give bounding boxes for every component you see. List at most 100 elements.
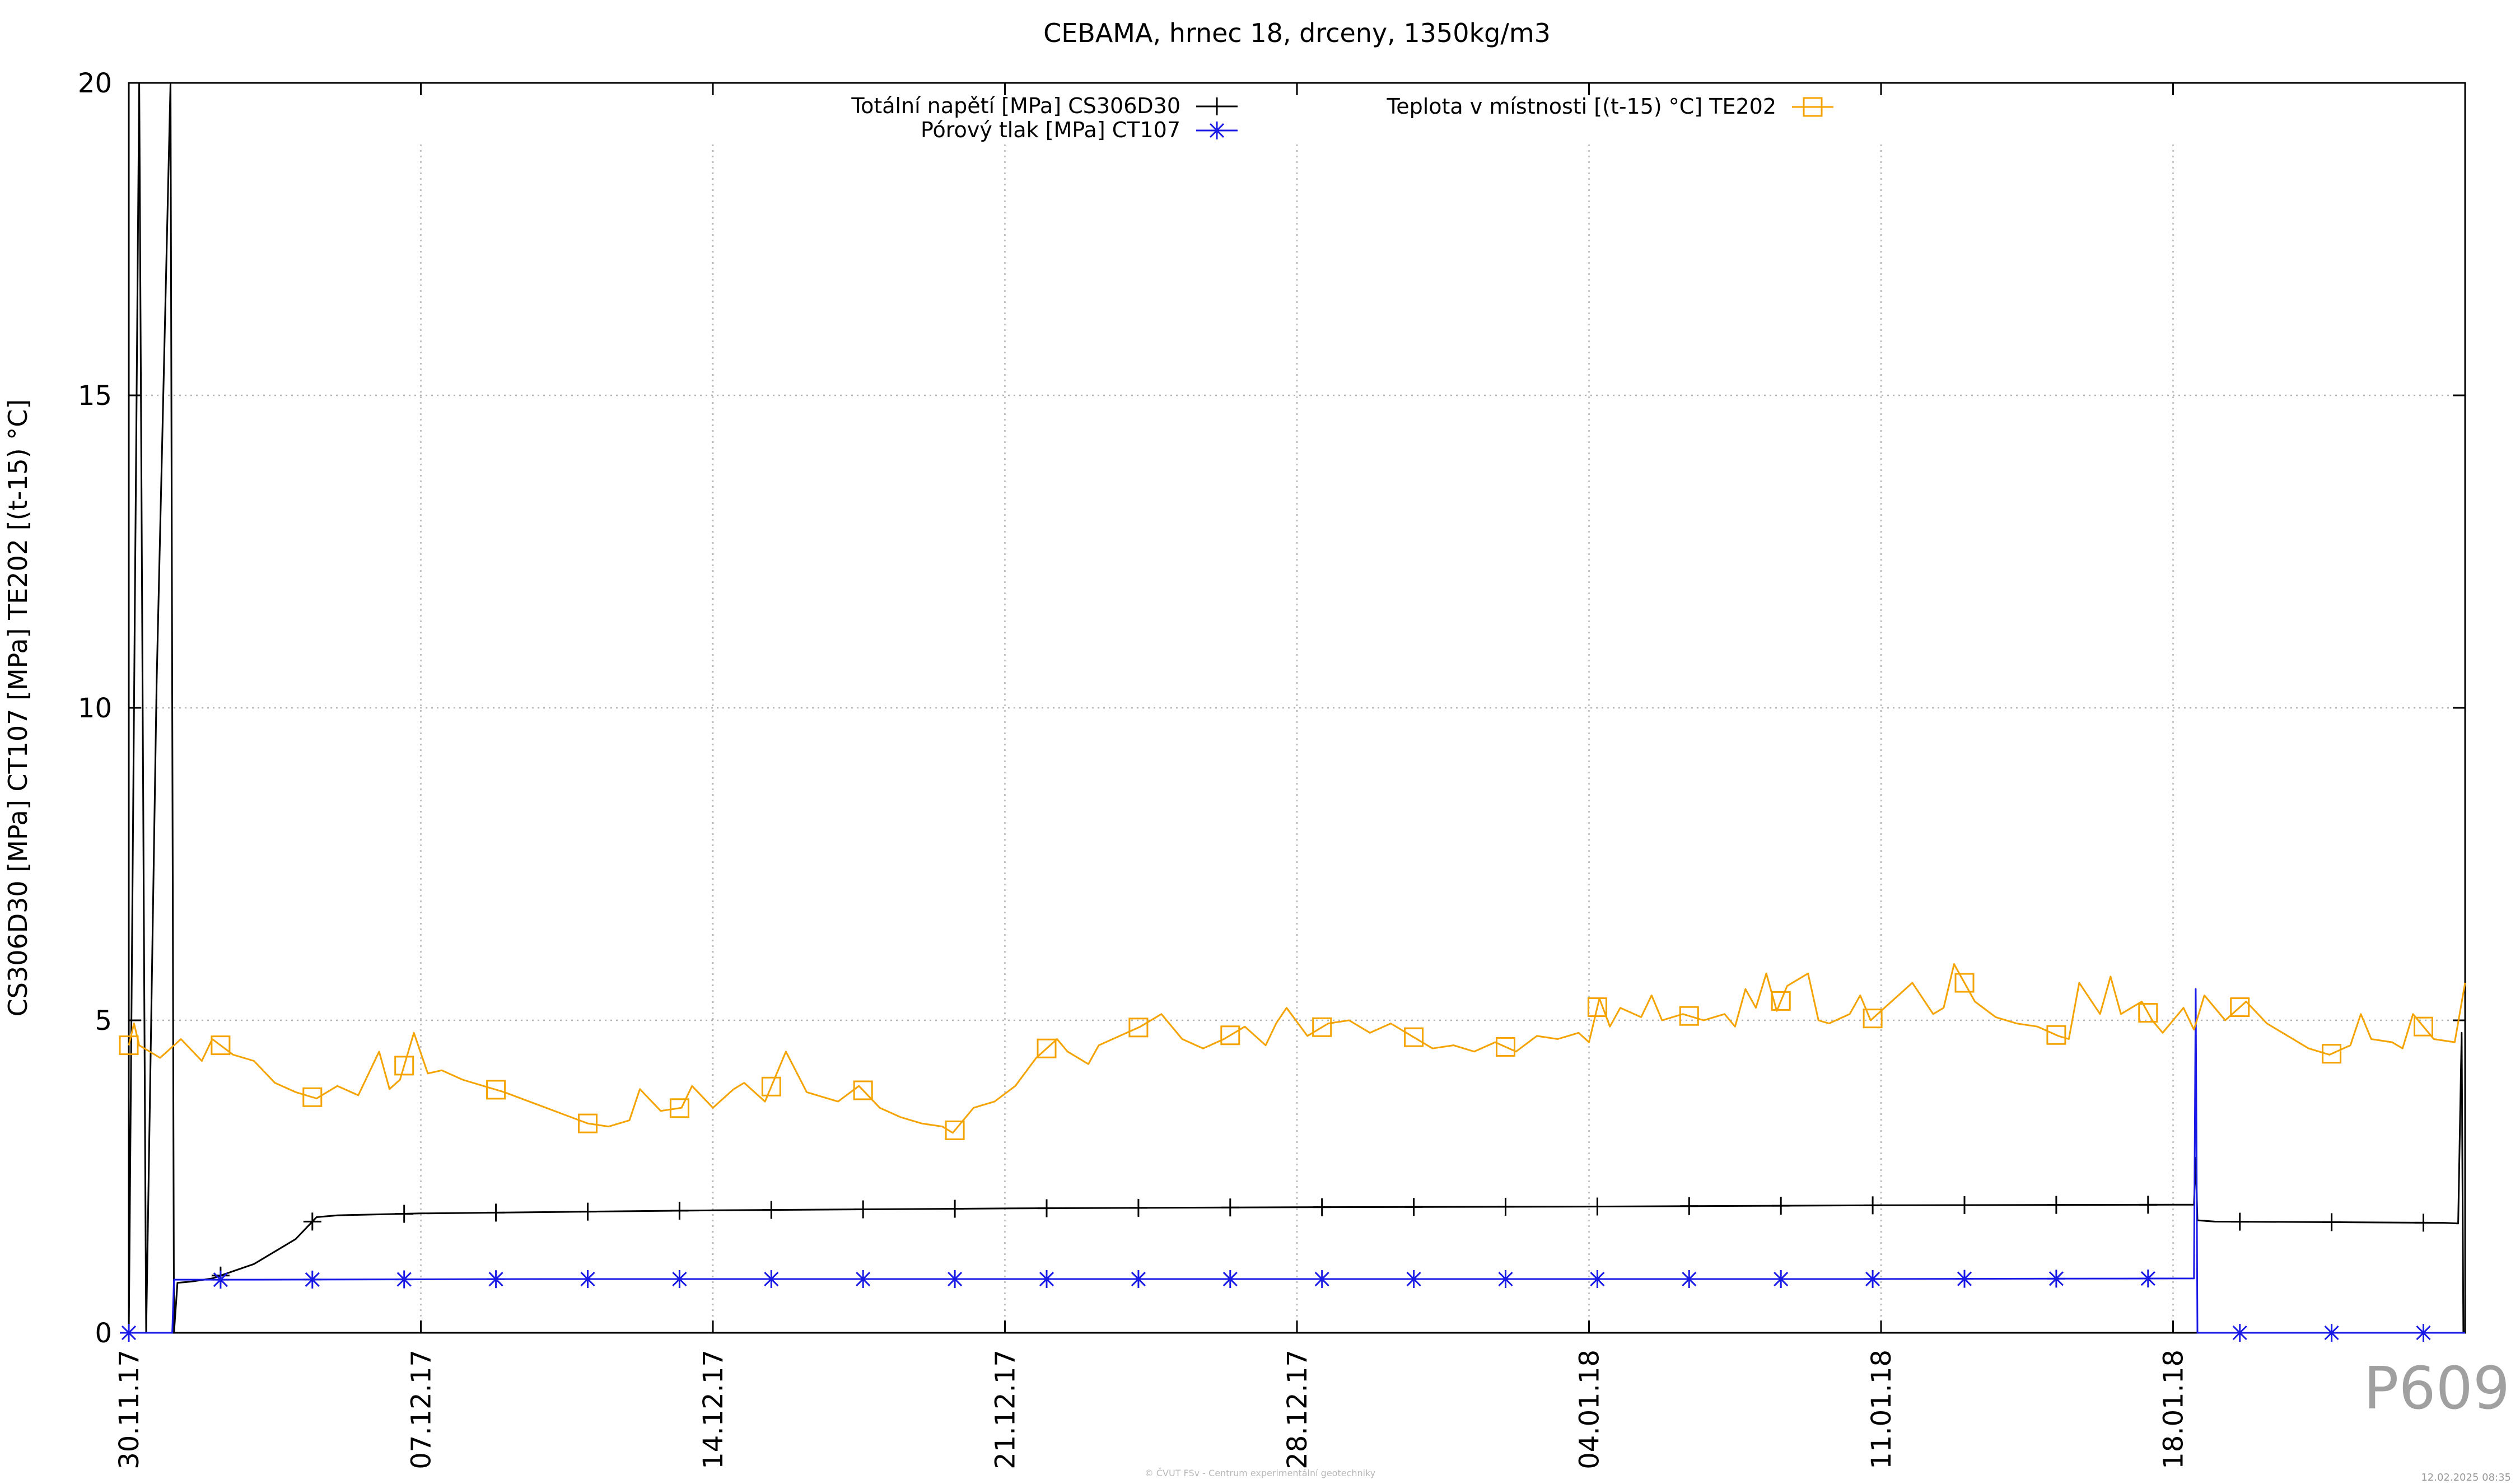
series-marker (1680, 1270, 1698, 1289)
marker-stroke (1954, 973, 1975, 993)
series-marker (1129, 1198, 1147, 1217)
y-tick-label: 10 (78, 693, 112, 724)
series-marker (670, 1201, 689, 1220)
series-marker (2047, 1270, 2065, 1288)
marker-stroke (1771, 991, 1791, 1011)
marker-stroke (1220, 1025, 1240, 1046)
series-marker (2322, 1044, 2342, 1064)
series-line (128, 82, 2465, 1334)
marker-stroke (761, 1076, 781, 1096)
x-tick-label: 30.11.17 (114, 1350, 145, 1469)
series-line (129, 988, 2465, 1334)
series-marker (395, 1270, 413, 1289)
marker-stroke (2048, 1271, 2064, 1286)
footer-credit: © ČVUT FSv - Centrum experimentální geot… (1144, 1468, 1376, 1478)
series-marker (1956, 1270, 1973, 1288)
marker-stroke (1863, 1009, 1883, 1029)
marker-stroke (1679, 1006, 1699, 1026)
series-line (128, 963, 2466, 1134)
marker-stroke (394, 1056, 414, 1076)
y-tick-label: 5 (95, 1005, 112, 1037)
series-marker (487, 1203, 505, 1222)
series-marker (2046, 1025, 2066, 1045)
marker-stroke (396, 1272, 412, 1287)
marker-stroke (1131, 1271, 1146, 1287)
marker-stroke (211, 1035, 231, 1056)
series-marker (1679, 1006, 1699, 1026)
chart-title: CEBAMA, hrnec 18, drceny, 1350kg/m3 (1043, 18, 1551, 48)
marker-stroke (2414, 1016, 2433, 1037)
marker-stroke (2322, 1044, 2342, 1064)
series-marker (946, 1200, 964, 1218)
marker-stroke (2140, 1271, 2155, 1286)
marker-stroke (945, 1120, 965, 1140)
marker-stroke (488, 1272, 503, 1287)
series-marker (2139, 1196, 2157, 1214)
x-tick-label: 07.12.17 (406, 1350, 437, 1469)
series-marker (2230, 997, 2250, 1018)
series-marker (1404, 1027, 1424, 1047)
series-0 (120, 82, 2465, 1342)
series-marker (394, 1056, 414, 1076)
marker-stroke (1312, 1017, 1332, 1037)
series-marker (2047, 1196, 2065, 1214)
marker-stroke (1222, 1271, 1238, 1287)
series-marker (211, 1035, 231, 1056)
series-marker (1588, 1197, 1607, 1216)
legend-label: Teplota v místnosti [(t-15) °C] TE202 (1386, 94, 1776, 119)
series-marker (578, 1202, 597, 1221)
series-marker (1587, 997, 1607, 1018)
marker-stroke (764, 1271, 779, 1287)
series-marker (487, 1270, 505, 1289)
series-marker (1038, 1199, 1056, 1217)
legend-label: Totální napětí [MPa] CS306D30 (851, 94, 1180, 118)
series-2 (119, 963, 2466, 1140)
y-axis-label: CS306D30 [MPa] CT107 [MPa] TE202 [(t-15)… (3, 399, 33, 1017)
series-marker (1038, 1270, 1056, 1289)
grid (128, 144, 2465, 1333)
series-marker (2414, 1324, 2433, 1342)
series-marker (1772, 1197, 1790, 1215)
series-marker (670, 1270, 689, 1289)
x-tick-label: 21.12.17 (990, 1350, 1021, 1469)
y-tick-label: 0 (95, 1318, 112, 1349)
footer-timestamp: 12.02.2025 08:35 (2421, 1472, 2511, 1483)
marker-stroke (1590, 1271, 1605, 1287)
marker-stroke (1496, 1037, 1515, 1057)
marker-stroke (1404, 1027, 1424, 1047)
marker-stroke (1314, 1271, 1329, 1287)
series-marker (578, 1270, 597, 1289)
series-marker (120, 1324, 138, 1342)
marker-stroke (1498, 1271, 1513, 1287)
series-marker (1221, 1198, 1239, 1217)
marker-stroke (2416, 1325, 2431, 1341)
series-marker (2322, 1213, 2341, 1231)
series-marker (762, 1201, 781, 1219)
series-marker (1129, 1270, 1147, 1289)
marker-stroke (1865, 1271, 1880, 1286)
x-tick-label: 28.12.17 (1282, 1350, 1313, 1469)
series-marker (486, 1080, 506, 1100)
series-marker (1588, 1270, 1607, 1289)
marker-stroke (669, 1098, 689, 1118)
series-marker (1954, 973, 1975, 993)
series-marker (1221, 1270, 1239, 1289)
marker-stroke (119, 1035, 139, 1056)
series-marker (853, 1080, 873, 1100)
series-marker (119, 1035, 139, 1056)
series-marker (1864, 1196, 1882, 1215)
marker-stroke (1209, 123, 1225, 138)
series-1 (120, 988, 2465, 1342)
series-marker (762, 1270, 781, 1289)
series-marker (1208, 97, 1226, 115)
series-marker (578, 1113, 598, 1133)
series-marker (1496, 1197, 1515, 1216)
marker-stroke (2138, 1003, 2158, 1023)
y-tick-label: 20 (78, 68, 112, 99)
marker-stroke (948, 1271, 963, 1287)
marker-stroke (1774, 1271, 1789, 1287)
plot-id-watermark: P609 (2363, 1354, 2510, 1422)
series-marker (1771, 991, 1791, 1011)
series-marker (669, 1098, 689, 1118)
